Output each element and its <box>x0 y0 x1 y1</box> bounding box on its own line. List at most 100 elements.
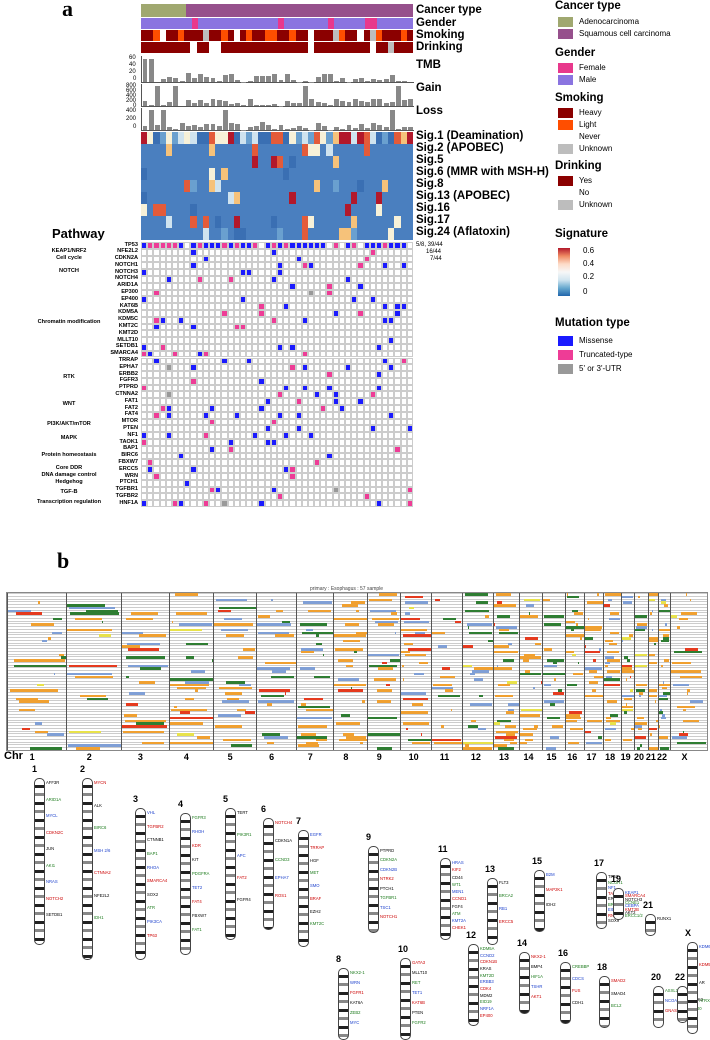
chr-axis-tick: 15 <box>547 752 557 762</box>
cytogene-label: KDM5A <box>480 946 494 951</box>
bar <box>198 127 203 130</box>
chromosome-number: 20 <box>651 972 661 982</box>
sig-cell <box>407 132 413 144</box>
sig-cell <box>314 144 320 156</box>
smoking-track <box>141 30 413 41</box>
gene-label: KAT6B <box>120 303 138 309</box>
gene-label: FGFR3 <box>120 377 138 383</box>
chromosome-ideogram <box>613 888 624 920</box>
bar <box>303 128 308 130</box>
bar <box>149 105 154 106</box>
mutation-cell <box>407 256 413 263</box>
chr-divider <box>121 593 122 750</box>
legend-label: Yes <box>579 176 592 185</box>
sig-cell <box>166 216 172 228</box>
mutation-cell <box>407 419 413 426</box>
legend-mutation-title: Mutation type <box>555 317 630 329</box>
legend-label: Truncated-type <box>579 350 633 359</box>
gene-label: SMARCA4 <box>110 350 138 356</box>
mutation-grid <box>141 242 413 507</box>
bar <box>322 74 327 82</box>
bar <box>272 74 277 82</box>
gene-label: KDM5A <box>118 309 138 315</box>
chr-axis-tick: 20 <box>634 752 644 762</box>
mutation-cell <box>407 466 413 473</box>
cytogene-label: ERCC1/2 <box>625 913 643 918</box>
cnv-row-line <box>7 728 707 729</box>
bar <box>235 80 240 82</box>
chr-divider <box>542 593 543 750</box>
chromosome-number: 17 <box>594 858 604 868</box>
cytogene-label: CDH1 <box>572 1000 583 1005</box>
gene-label: PTCH1 <box>120 479 138 485</box>
pathway-label: RTK <box>30 374 108 381</box>
cnv-row-line <box>7 711 707 712</box>
cancer-type-track <box>141 4 413 17</box>
chromosome-number: 6 <box>261 804 266 814</box>
sig-cell <box>252 156 258 168</box>
cnv-row-line <box>7 698 707 699</box>
smoking-cell <box>271 30 277 41</box>
chr-axis-tick: 17 <box>587 752 597 762</box>
bar <box>266 76 271 82</box>
cytogene-label: JUN <box>46 846 54 851</box>
bar <box>149 59 154 82</box>
sig-cell <box>160 204 166 216</box>
chr-divider <box>658 593 659 750</box>
bar <box>316 123 321 130</box>
chr-divider <box>584 593 585 750</box>
chr-divider <box>670 593 671 750</box>
smoking-cell <box>203 30 209 41</box>
pathway-label: Core DDR <box>30 465 108 472</box>
legend-swatch <box>558 120 573 130</box>
cytogene-label: BMP4 <box>531 964 542 969</box>
drinking-track <box>141 42 413 53</box>
sig-cell <box>203 228 209 240</box>
cnv-row-line <box>7 626 707 627</box>
chr-divider <box>565 593 566 750</box>
bar <box>260 122 265 130</box>
chromosome-number: 8 <box>336 954 341 964</box>
gene-label: MLLT10 <box>117 337 138 343</box>
bar <box>291 128 296 130</box>
bar <box>316 77 321 82</box>
cytogene-label: FAT4 <box>192 899 202 904</box>
pathway-header: Pathway <box>52 226 105 241</box>
tmb-tick: 40 <box>129 62 136 68</box>
chromosome-number: 3 <box>133 794 138 804</box>
cytogene-label: ERBB3 <box>480 979 494 984</box>
cytogene-label: KDR <box>192 843 201 848</box>
bar <box>173 129 178 130</box>
bar <box>371 79 376 82</box>
cytogene-label: AKI1 <box>46 863 55 868</box>
drinking-cell <box>308 42 314 53</box>
bar <box>359 101 364 106</box>
gene-label: EP300 <box>121 289 138 295</box>
gene-label: TP53 <box>125 242 138 248</box>
sig-cell <box>351 216 357 228</box>
bar <box>272 129 277 130</box>
gene-label: CTNNA2 <box>115 391 138 397</box>
cnv-segment <box>463 747 492 750</box>
panel-b-letter: b <box>57 548 69 574</box>
legend-swatch <box>558 108 573 118</box>
smoking-cell <box>246 30 252 41</box>
colorbar-tick: 0.2 <box>583 272 594 281</box>
bar <box>161 105 166 106</box>
chr-divider <box>296 593 297 750</box>
bar <box>235 103 240 106</box>
mutation-cell <box>407 330 413 337</box>
cnv-row-line <box>7 709 707 710</box>
bar <box>297 126 302 130</box>
cytogene-label: KAT6B <box>412 1000 425 1005</box>
cytogene-label: CDKN2C <box>46 830 63 835</box>
cytogene-label: CD44 <box>452 875 463 880</box>
gene-label: EPHA7 <box>119 364 138 370</box>
gene-label: FAT2 <box>125 405 138 411</box>
mutation-cell <box>407 344 413 351</box>
chromosome-number: 9 <box>366 832 371 842</box>
mutation-cell <box>407 310 413 317</box>
bar <box>402 100 407 106</box>
signature-heatmap <box>141 132 413 240</box>
sig-cell <box>277 228 283 240</box>
